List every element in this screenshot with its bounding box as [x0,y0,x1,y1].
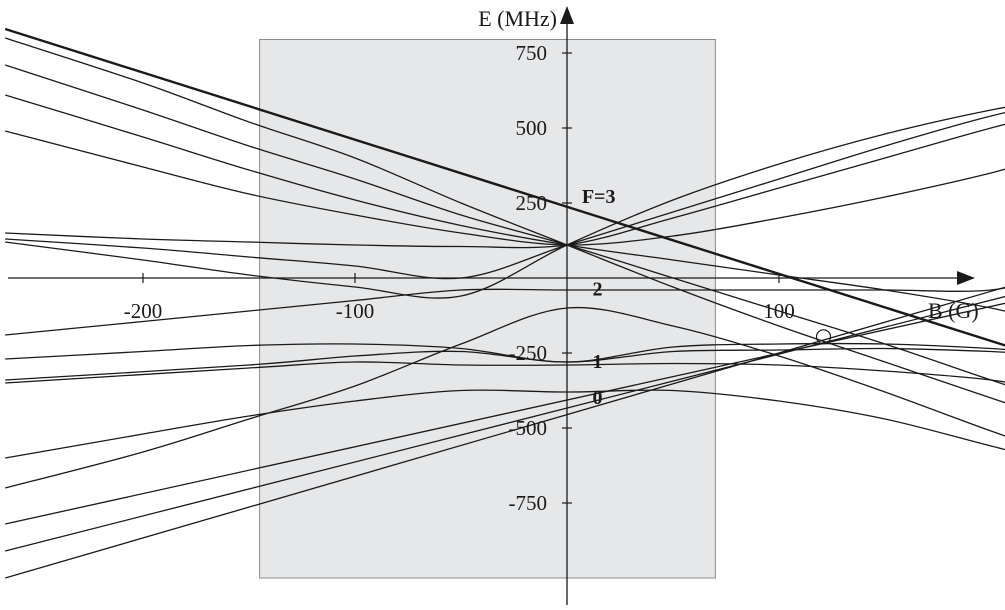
x-axis-arrow [957,271,975,285]
y-tick-label: 250 [516,191,548,215]
y-tick-label: 750 [516,41,548,65]
stretched-state-line [4,27,1005,347]
level-label: 0 [592,387,602,409]
crossing-marker [815,329,832,345]
energy-level-curve-1 [5,287,1005,336]
y-axis-title: E (MHz) [478,6,557,31]
energy-level-curve-9 [5,286,1005,579]
label-group: F=3210m=-1m=-3m=-2m=-1 [582,186,616,409]
tick-group: -200 -100 100 750 500 250 -250 -500 -750 [124,41,795,515]
energy-level-curve-6 [5,306,1005,489]
y-axis-arrow [560,6,574,24]
energy-level-curve-16 [5,106,1005,299]
energy-level-curve-3 [5,347,1005,381]
energy-level-curve-12 [5,94,1005,312]
y-tick-label: -750 [509,491,548,515]
level-label: 2 [592,278,602,300]
energy-level-curve-2 [5,342,1005,363]
curve-group [4,27,1005,579]
energy-level-curve-10 [4,37,1005,404]
energy-level-curve-14 [5,123,1005,249]
shaded-region [259,39,716,579]
y-tick-label: -500 [509,416,548,440]
x-axis-title: B (G) [928,298,979,323]
energy-level-curve-15 [5,111,1005,280]
energy-level-curve-11 [4,64,1005,386]
energy-level-curve-7 [5,302,1005,525]
y-tick-label: -250 [509,341,548,365]
x-tick-label: -100 [336,299,375,323]
level-label: 1 [592,351,602,373]
level-label: F=3 [582,186,616,208]
x-tick-label: -200 [124,299,163,323]
energy-level-curve-13 [5,130,1005,246]
axes [8,6,975,605]
energy-level-curve-8 [5,295,1005,552]
y-tick-label: 500 [516,116,548,140]
x-tick-label: 100 [763,299,795,323]
energy-level-curve-5 [5,389,1005,459]
